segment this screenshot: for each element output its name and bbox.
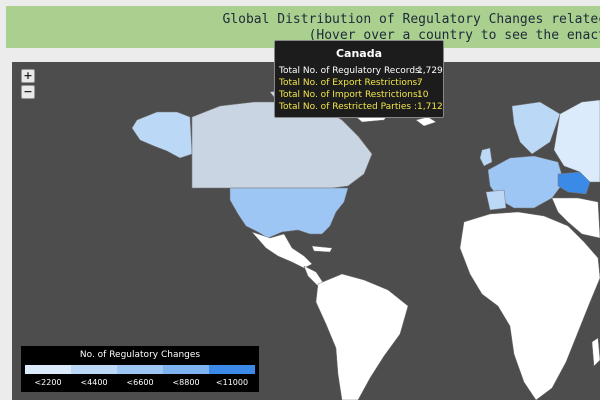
tooltip-label: Total No. of Export Restrictions:: [279, 78, 421, 88]
country-cuba: [311, 245, 333, 253]
map-legend: No. of Regulatory Changes <2200 <4400 <6…: [21, 346, 259, 392]
legend-label: <4400: [80, 378, 108, 387]
country-south-america: [315, 273, 409, 400]
country-africa: [459, 211, 600, 400]
tooltip-row: Total No. of Regulatory Records: 1,729: [279, 66, 443, 78]
country-tooltip: Canada Total No. of Regulatory Records: …: [274, 40, 444, 118]
legend-label: <2200: [34, 378, 62, 387]
country-spain: [485, 189, 507, 211]
zoom-out-button[interactable]: −: [21, 85, 35, 99]
legend-swatch: [209, 365, 255, 374]
tooltip-row: Total No. of Import Restrictions: 10: [279, 90, 439, 102]
map-title: Global Distribution of Regulatory Change…: [222, 12, 600, 27]
country-iceland: [415, 116, 437, 127]
legend-swatch: [25, 365, 71, 374]
tooltip-row: Total No. of Export Restrictions: 7: [279, 78, 439, 90]
legend-label: <6600: [126, 378, 154, 387]
legend-label: <8800: [172, 378, 200, 387]
tooltip-value: 7: [417, 78, 423, 88]
tooltip-row: Total No. of Restricted Parties : 1,712: [279, 102, 443, 114]
world-map[interactable]: + −: [12, 62, 600, 400]
legend-label: <11000: [215, 378, 249, 387]
zoom-in-button[interactable]: +: [21, 69, 35, 83]
legend-swatch: [117, 365, 163, 374]
legend-title: No. of Regulatory Changes: [79, 350, 201, 360]
country-middle-east: [551, 197, 600, 239]
country-alaska: [131, 111, 193, 159]
country-usa: [229, 187, 349, 239]
country-uk: [479, 147, 493, 167]
tooltip-value: 1,712: [417, 102, 443, 112]
country-mexico: [251, 231, 313, 269]
country-scandinavia: [511, 101, 561, 155]
legend-swatch: [163, 365, 209, 374]
tooltip-value: 10: [417, 90, 429, 100]
tooltip-label: Total No. of Import Restrictions:: [279, 90, 421, 100]
tooltip-label: Total No. of Regulatory Records:: [279, 66, 423, 76]
map-subtitle: (Hover over a country to see the enact: [308, 28, 600, 43]
country-russia-asia: [553, 99, 600, 183]
country-madagascar: [591, 337, 600, 367]
tooltip-value: 1,729: [417, 66, 443, 76]
tooltip-label: Total No. of Restricted Parties :: [279, 102, 417, 112]
tooltip-country-name: Canada: [335, 47, 383, 60]
legend-swatch: [71, 365, 117, 374]
